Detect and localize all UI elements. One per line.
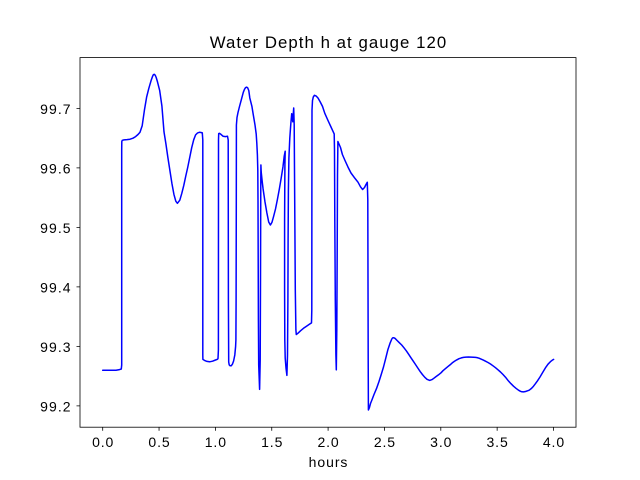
svg-text:99.2: 99.2: [40, 399, 71, 415]
svg-text:99.3: 99.3: [40, 339, 71, 355]
svg-text:99.4: 99.4: [40, 280, 71, 296]
svg-text:0.5: 0.5: [148, 434, 170, 450]
svg-text:3.0: 3.0: [430, 434, 452, 450]
svg-text:2.0: 2.0: [317, 434, 339, 450]
svg-text:1.5: 1.5: [261, 434, 283, 450]
svg-text:hours: hours: [309, 454, 349, 470]
svg-text:99.5: 99.5: [40, 220, 71, 236]
svg-text:4.0: 4.0: [543, 434, 565, 450]
svg-text:99.7: 99.7: [40, 101, 71, 117]
svg-text:99.6: 99.6: [40, 161, 71, 177]
svg-text:3.5: 3.5: [487, 434, 509, 450]
svg-text:0.0: 0.0: [92, 434, 114, 450]
svg-text:1.0: 1.0: [205, 434, 227, 450]
svg-text:Water Depth h at gauge 120: Water Depth h at gauge 120: [210, 33, 448, 52]
svg-text:2.5: 2.5: [374, 434, 396, 450]
